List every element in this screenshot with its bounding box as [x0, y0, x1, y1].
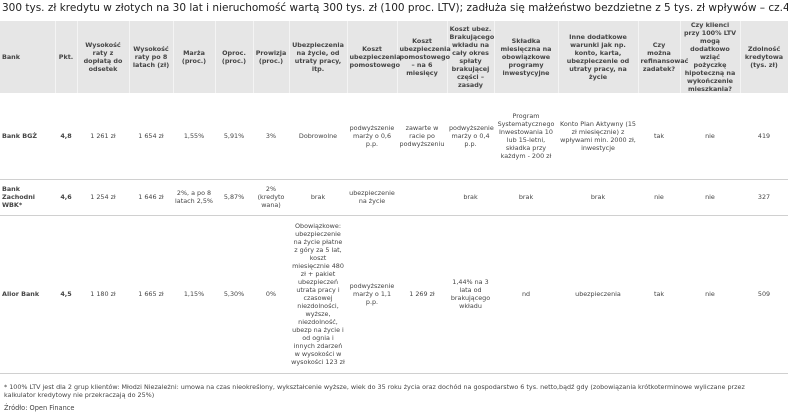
table-cell: Bank Zachodni WBK* — [0, 179, 55, 216]
table-cell: nie — [680, 215, 740, 374]
header-row: Bank Pkt. Wysokość raty z dopłatą do odset… — [0, 21, 788, 93]
table-cell: brak — [558, 179, 638, 216]
table-cell: 5,91% — [215, 93, 253, 180]
table-row: Bank BGŻ 4,8 1 261 zł 1 654 zł 1,55% 5,91% 3% D… — [0, 93, 788, 180]
table-cell: nie — [680, 93, 740, 180]
table-cell: 5,87% — [215, 179, 253, 216]
table-cell: zawarte w racie po podwyższeniu — [397, 93, 447, 180]
table-cell: Alior Bank — [0, 215, 55, 374]
table-cell: ubezpieczenia — [558, 215, 638, 374]
header-cell: Koszt ubezpieczenia pomostowego – na 6 m… — [397, 21, 451, 93]
header-cell: Ubezpieczenia na życie, od utraty pracy,… — [289, 21, 348, 93]
table-cell: 327 — [740, 179, 788, 216]
header-cell: Pkt. — [55, 21, 78, 93]
table-cell: 1 180 zł — [77, 215, 129, 374]
table-cell: 1 654 zł — [129, 93, 173, 180]
table-row: Bank Zachodni WBK* 4,6 1 254 zł 1 646 zł 2%,… — [0, 179, 788, 216]
table-cell: 419 — [740, 93, 788, 180]
table-cell: brak — [447, 179, 494, 216]
table-cell: 5,30% — [215, 215, 253, 374]
table-cell: 1 261 zł — [77, 93, 129, 180]
table-cell: 4,8 — [55, 93, 77, 180]
table-cell: 1,15% — [173, 215, 215, 374]
table-cell: 509 — [740, 215, 788, 374]
header-cell: Bank — [0, 21, 56, 93]
table-cell: tak — [638, 93, 680, 180]
table-cell: Program Systematycznego Inwestowania 10 … — [494, 93, 558, 180]
table-cell: Dobrowolne — [289, 93, 347, 180]
table-cell: podwyższenie marży o 1,1 p.p. — [347, 215, 397, 374]
table-cell: 1,55% — [173, 93, 215, 180]
table-cell: Obowiązkowe: ubezpieczenie na życie płat… — [289, 215, 347, 374]
table-cell: 1 254 zł — [77, 179, 129, 216]
table-cell: 0% — [253, 215, 289, 374]
table-cell: nie — [638, 179, 680, 216]
header-cell: Wysokość raty z dopłatą do odsetek — [77, 21, 130, 93]
table-cell: 2% (kredyto wana) — [253, 179, 289, 216]
header-cell: Oproc. (proc.) — [215, 21, 254, 93]
table-cell: podwyższenie marży o 0,4 p.p. — [447, 93, 494, 180]
table-cell: podwyższenie marży o 0,6 p.p. — [347, 93, 397, 180]
table-cell: tak — [638, 215, 680, 374]
header-cell: Składka miesięczna na obowiązkowe progra… — [494, 21, 559, 93]
header-cell: Zdolność kredytowa (tys. zł) — [740, 21, 788, 93]
table-cell: 2%, a po 8 latach 2,5% — [173, 179, 215, 216]
table-cell: brak — [289, 179, 347, 216]
footnote: * 100% LTV jest dla 2 grup klientów: Mło… — [4, 383, 745, 399]
table-cell: 1 646 zł — [129, 179, 173, 216]
header-cell: Marża (proc.) — [173, 21, 216, 93]
header-cell: Inne dodatkowe warunki jak np. konto, ka… — [558, 21, 639, 93]
table-cell: 4,6 — [55, 179, 77, 216]
header-cell: Czy można refinansować zadatek? — [638, 21, 688, 93]
table-cell: Bank BGŻ — [0, 93, 55, 180]
table-body: Bank BGŻ 4,8 1 261 zł 1 654 zł 1,55% 5,91% 3% D… — [0, 93, 788, 374]
header-cell: Koszt ubez. Brakującego wkładu na cały o… — [447, 21, 495, 93]
header-cell: Wysokość raty po 8 latach (zł) — [129, 21, 174, 93]
comparison-table: Bank Pkt. Wysokość raty z dopłatą do odset… — [0, 21, 788, 374]
table-cell: 1 665 zł — [129, 215, 173, 374]
table-cell: ubezpieczenie na życie — [347, 179, 397, 216]
table-cell: brak — [494, 179, 558, 216]
table-row: Alior Bank 4,5 1 180 zł 1 665 zł 1,15% 5,30% 0… — [0, 215, 788, 374]
header-cell: Czy klienci przy 100% LTV mogą dodatkowo… — [680, 21, 741, 93]
page-title: 300 tys. zł kredytu w złotych na 30 lat … — [2, 2, 788, 14]
header-cell: Koszt ubezpieczenia pomostowego — [347, 21, 401, 93]
table-cell: 1,44% na 3 lata od brakującego wkładu — [447, 215, 494, 374]
table-cell: Konto Plan Aktywny (15 zł miesięcznie) z… — [558, 93, 638, 180]
table-cell: 1 269 zł — [397, 215, 447, 374]
table-cell: nie — [680, 179, 740, 216]
table-cell: 3% — [253, 93, 289, 180]
table-cell: 4,5 — [55, 215, 77, 374]
header-cell: Prowizja (proc.) — [253, 21, 290, 93]
table-cell: nd — [494, 215, 558, 374]
table-cell — [397, 179, 447, 216]
source: Źródło: Open Finance — [4, 404, 75, 412]
